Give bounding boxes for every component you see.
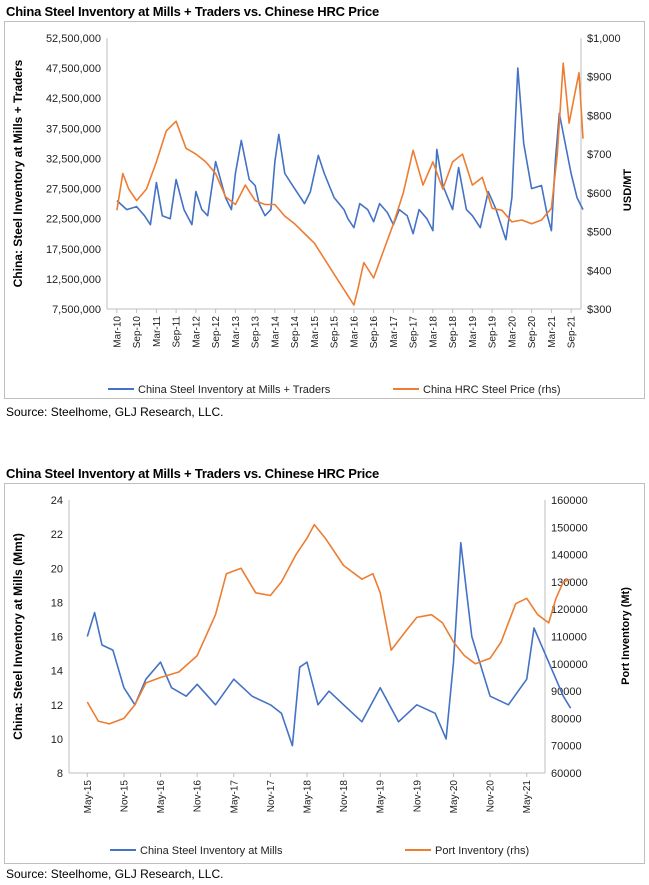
chart2-legend-label: China Steel Inventory at Mills	[140, 845, 283, 857]
chart2-ytick-left: 16	[51, 632, 63, 644]
chart2-ytick-left: 20	[51, 563, 63, 575]
chart1-ytick-left: 32,500,000	[46, 153, 101, 165]
chart1-xtick-label: Sep-12	[211, 316, 222, 349]
chart1-legend-label: China Steel Inventory at Mills + Traders	[138, 384, 331, 396]
chart2-ytick-right: 90000	[551, 686, 582, 698]
chart1-ytick-right: $700	[587, 149, 611, 161]
chart1-xtick-label: Mar-20	[507, 316, 518, 348]
chart2-xtick-label: May-17	[229, 780, 240, 814]
chart1-xtick-label: Mar-19	[468, 316, 479, 348]
chart2-ytick-left: 10	[51, 734, 63, 746]
chart1-ytick-right: $500	[587, 227, 611, 239]
chart1-xtick-label: Mar-18	[428, 316, 439, 348]
chart1-xtick-label: Sep-14	[290, 316, 301, 349]
chart1-ytick-left: 42,500,000	[46, 93, 101, 105]
chart2-xtick-label: May-21	[522, 780, 533, 814]
chart2-xtick-label: May-19	[376, 780, 387, 814]
chart2-ytick-left: 24	[51, 495, 63, 507]
chart1-ytick-left: 7,500,000	[52, 304, 101, 316]
chart1-ytick-left: 27,500,000	[46, 184, 101, 196]
chart1-xtick-label: Mar-12	[191, 316, 202, 348]
chart2-xtick-label: Nov-17	[266, 780, 277, 813]
chart2-ytick-right: 120000	[551, 604, 588, 616]
chart1-source: Source: Steelhome, GLJ Research, LLC.	[6, 405, 224, 419]
chart1-xtick-label: Mar-15	[310, 316, 321, 348]
chart2-xtick-label: Nov-16	[193, 780, 204, 813]
chart2-ytick-right: 160000	[551, 495, 588, 507]
chart1-xtick-label: Mar-11	[152, 316, 163, 347]
chart2-ytick-right: 80000	[551, 713, 582, 725]
chart1-xtick-label: Sep-18	[448, 316, 459, 349]
chart2-ytick-left: 14	[51, 666, 63, 678]
chart1-title: China Steel Inventory at Mills + Traders…	[6, 4, 380, 19]
chart2-title: China Steel Inventory at Mills + Traders…	[6, 466, 380, 481]
chart1-ytick-left: 22,500,000	[46, 214, 101, 226]
chart2-series-inventory-line	[86, 541, 572, 747]
chart1-xtick-label: Mar-16	[349, 316, 360, 348]
chart2-ytick-left: 18	[51, 597, 63, 609]
chart2-xtick-label: May-15	[83, 780, 94, 814]
chart2-ytick-left: 12	[51, 700, 63, 712]
chart1-svg: 52,500,000 47,500,000 42,500,000 37,500,000…	[11, 33, 634, 396]
chart1-ytick-right: $600	[587, 188, 611, 200]
chart2-ytick-right: 130000	[551, 577, 588, 589]
chart2-ytick-left: 8	[57, 768, 63, 780]
chart1-ytick-right: $800	[587, 110, 611, 122]
chart1-xtick-label: Sep-19	[488, 316, 499, 349]
chart1-ytick-right: $300	[587, 304, 611, 316]
chart1-xtick-label: Sep-21	[567, 316, 578, 349]
chart1-ytick-left: 17,500,000	[46, 244, 101, 256]
chart1-xtick-label: Sep-16	[369, 316, 380, 349]
chart2-legend-label: Port Inventory (rhs)	[435, 845, 529, 857]
chart1-ytick-right: $400	[587, 265, 611, 277]
chart2-xtick-label: Nov-15	[119, 780, 130, 813]
chart2-xtick-label: Nov-18	[339, 780, 350, 813]
chart1-xtick-label: Sep-20	[527, 316, 538, 349]
chart1-ytick-left: 12,500,000	[46, 274, 101, 286]
chart2-ytick-right: 60000	[551, 768, 582, 780]
chart2-xtick-label: May-20	[449, 780, 460, 814]
chart2-xtick-label: May-18	[303, 780, 314, 814]
chart1-ytick-left: 47,500,000	[46, 63, 101, 75]
chart1-xtick-label: Sep-11	[172, 316, 183, 348]
chart1-xtick-label: Sep-10	[132, 316, 143, 349]
chart2-ylabel-right: Port Inventory (Mt)	[620, 587, 632, 685]
chart1-legend-label: China HRC Steel Price (rhs)	[423, 384, 561, 396]
chart1-ytick-left: 52,500,000	[46, 33, 101, 45]
chart1-xtick-label: Sep-17	[409, 316, 420, 349]
chart1-xtick-label: Sep-15	[330, 316, 341, 349]
chart1-ylabel-right: USD/MT	[622, 169, 634, 211]
chart2-ytick-right: 150000	[551, 522, 588, 534]
chart2-frame	[4, 483, 645, 864]
chart2-ytick-left: 22	[51, 529, 63, 541]
chart2-series-price-line	[86, 523, 571, 725]
chart1-xtick-label: Mar-14	[270, 316, 281, 348]
chart1-series-inventory-line	[116, 67, 584, 241]
chart2-ytick-right: 70000	[551, 741, 582, 753]
chart1-xtick-label: Mar-21	[547, 316, 558, 348]
chart2-xtick-label: Nov-20	[486, 780, 497, 813]
chart2-ytick-right: 100000	[551, 659, 588, 671]
chart1-frame	[4, 21, 645, 399]
chart2-ylabel-left: China: Steel Inventory at Mills (Mmt)	[11, 533, 25, 740]
chart1-ytick-right: $900	[587, 72, 611, 84]
chart1-xtick-label: Mar-10	[112, 316, 123, 348]
chart1-xtick-label: Mar-17	[389, 316, 400, 348]
chart1-ylabel-left: China: Steel Inventory at Mills + Trader…	[11, 59, 25, 287]
chart2-ytick-right: 140000	[551, 550, 588, 562]
chart2-xtick-label: Nov-19	[412, 780, 423, 813]
chart1-ytick-left: 37,500,000	[46, 123, 101, 135]
chart1-series-price-line	[116, 62, 584, 306]
chart1-ytick-right: $1,000	[587, 33, 621, 45]
chart1-xtick-label: Sep-13	[251, 316, 262, 349]
chart2-xtick-label: May-16	[156, 780, 167, 814]
chart2-ytick-right: 110000	[551, 632, 587, 644]
chart1-xtick-label: Mar-13	[231, 316, 242, 348]
chart2-source: Source: Steelhome, GLJ Research, LLC.	[6, 867, 224, 881]
